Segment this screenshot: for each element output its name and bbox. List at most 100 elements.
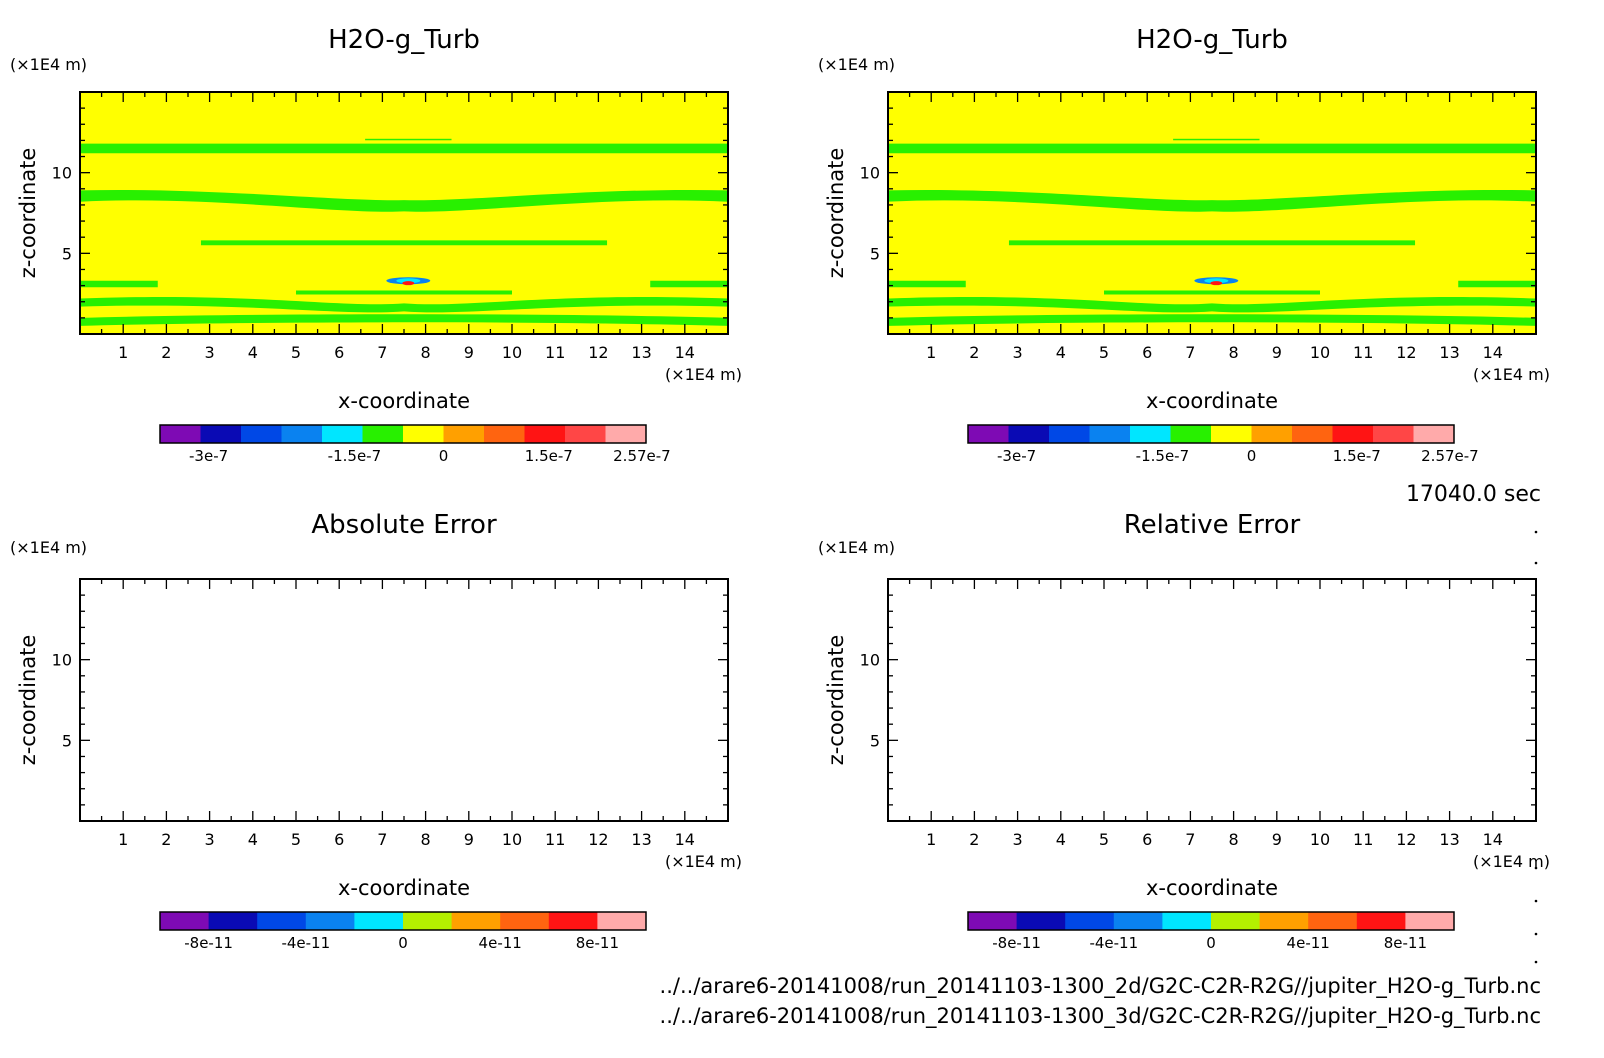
x-tick-label: 3 xyxy=(205,343,215,362)
colorbar: -8e-11 -4e-11 0 4e-11 8e-11 xyxy=(159,911,647,952)
x-tick-label: 7 xyxy=(1185,343,1195,362)
colorbar-label: -4e-11 xyxy=(1089,934,1138,952)
y-tick-label: 10 xyxy=(860,164,880,183)
colorbar-label: 0 xyxy=(1247,447,1257,465)
negative-band xyxy=(1173,138,1260,141)
colorbar-swatch xyxy=(200,425,242,443)
x-tick-label: 2 xyxy=(161,830,171,849)
colorbar-label: 1.5e-7 xyxy=(525,447,573,465)
colorbar-swatch xyxy=(362,425,404,443)
colorbar-swatch xyxy=(1170,425,1212,443)
colorbar-swatch xyxy=(524,425,566,443)
y-tick-label: 10 xyxy=(860,651,880,670)
colorbar-frame xyxy=(159,424,647,444)
contour-field xyxy=(888,92,1536,334)
x-tick-label: 1 xyxy=(118,343,128,362)
x-tick-label: 1 xyxy=(926,343,936,362)
panel-top-left: H2O-g_Turb (×1E4 m) z-coordinate (×1E4 m… xyxy=(10,25,742,465)
colorbar-label: -1.5e-7 xyxy=(328,447,381,465)
time-label: 17040.0 sec xyxy=(1406,482,1541,507)
colorbar-swatch xyxy=(1211,425,1252,443)
colorbar-swatch xyxy=(1413,425,1455,443)
colorbar-label: 2.57e-7 xyxy=(613,447,671,465)
dot-mark xyxy=(1534,561,1538,565)
colorbar-swatch xyxy=(1113,912,1163,930)
x-unit-label: (×1E4 m) xyxy=(1473,365,1550,384)
x-tick-label: 1 xyxy=(926,830,936,849)
x-tick-label: 11 xyxy=(1353,830,1373,849)
colorbar-swatch xyxy=(257,912,307,930)
x-tick-label: 11 xyxy=(1353,343,1373,362)
negative-band xyxy=(1008,240,1416,246)
colorbar-swatch xyxy=(1008,425,1050,443)
colorbar-swatch xyxy=(548,912,598,930)
x-tick-label: 6 xyxy=(334,343,344,362)
colorbar-swatch xyxy=(605,425,647,443)
negative-band xyxy=(365,138,452,141)
x-tick-label: 5 xyxy=(291,343,301,362)
negative-band xyxy=(80,280,158,288)
file-path-2d: ../../arare6-20141008/run_20141103-1300_… xyxy=(660,974,1541,999)
colorbar-swatch xyxy=(484,425,525,443)
negative-band xyxy=(888,189,1536,212)
x-tick-label: 9 xyxy=(1272,343,1282,362)
x-tick-label: 8 xyxy=(1229,830,1239,849)
colorbar-label: -8e-11 xyxy=(184,934,233,952)
colorbar-swatch xyxy=(1016,912,1066,930)
x-tick-label: 12 xyxy=(588,343,608,362)
x-tick-label: 10 xyxy=(502,343,522,362)
x-tick-label: 14 xyxy=(1483,343,1503,362)
colorbar-swatch xyxy=(305,912,355,930)
x-tick-label: 7 xyxy=(1185,830,1195,849)
colorbar-swatch xyxy=(1049,425,1090,443)
x-tick-label: 12 xyxy=(1396,830,1416,849)
colorbar-swatch xyxy=(1130,425,1171,443)
negative-band xyxy=(80,314,728,326)
file-path-3d: ../../arare6-20141008/run_20141103-1300_… xyxy=(660,1004,1541,1029)
x-tick-label: 8 xyxy=(421,830,431,849)
dot-mark xyxy=(1534,866,1538,870)
x-tick-label: 4 xyxy=(248,830,258,849)
colorbar-swatch xyxy=(1405,912,1455,930)
x-tick-label: 6 xyxy=(1142,343,1152,362)
colorbar-frame xyxy=(159,911,647,931)
x-tick-label: 12 xyxy=(1396,343,1416,362)
x-tick-label: 5 xyxy=(1099,343,1109,362)
x-axis-label: x-coordinate xyxy=(1146,876,1278,900)
colorbar-label: 0 xyxy=(1206,934,1216,952)
x-tick-label: 10 xyxy=(1310,830,1330,849)
colorbar-swatch xyxy=(1065,912,1115,930)
colorbar-swatch xyxy=(1251,425,1293,443)
low-value-core xyxy=(396,278,421,284)
colorbar-swatch xyxy=(968,425,1009,443)
y-tick-label: 5 xyxy=(870,244,880,263)
y-axis-label: z-coordinate xyxy=(824,635,848,766)
x-tick-label: 8 xyxy=(421,343,431,362)
colorbar-label: 0 xyxy=(398,934,408,952)
panel-title: H2O-g_Turb xyxy=(1136,25,1288,55)
x-tick-label: 4 xyxy=(1056,830,1066,849)
x-unit-label: (×1E4 m) xyxy=(1473,852,1550,871)
y-tick-label: 10 xyxy=(52,164,72,183)
x-unit-label: (×1E4 m) xyxy=(665,365,742,384)
x-tick-label: 12 xyxy=(588,830,608,849)
colorbar: -3e-7 -1.5e-7 0 1.5e-7 2.57e-7 xyxy=(159,424,671,465)
colorbar-label: -3e-7 xyxy=(189,447,228,465)
y-unit-label: (×1E4 m) xyxy=(818,538,895,557)
colorbar-swatch xyxy=(1373,425,1414,443)
x-tick-label: 3 xyxy=(205,830,215,849)
colorbar-swatch xyxy=(1292,425,1333,443)
x-tick-label: 2 xyxy=(969,830,979,849)
contour-field xyxy=(80,92,728,334)
colorbar-swatch xyxy=(241,425,282,443)
colorbar-swatch xyxy=(208,912,258,930)
x-tick-label: 13 xyxy=(1439,343,1459,362)
x-tick-label: 14 xyxy=(1483,830,1503,849)
colorbar-label: -8e-11 xyxy=(992,934,1041,952)
colorbar-swatch xyxy=(1089,425,1131,443)
high-value-feature xyxy=(402,281,415,286)
x-tick-label: 1 xyxy=(118,830,128,849)
y-axis-label: z-coordinate xyxy=(16,635,40,766)
colorbar-label: 4e-11 xyxy=(479,934,522,952)
colorbar-label: 2.57e-7 xyxy=(1421,447,1479,465)
